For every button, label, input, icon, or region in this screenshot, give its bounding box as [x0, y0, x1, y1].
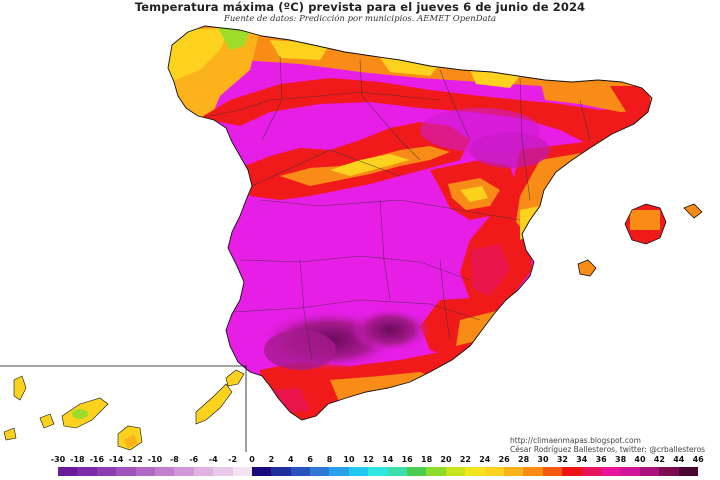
legend-tick-label: 36	[595, 455, 607, 464]
legend-tick-label: 46	[692, 455, 704, 464]
legend-tick-label: 34	[576, 455, 588, 464]
canary-islands-inset-map	[0, 365, 247, 452]
legend-swatch	[407, 467, 427, 476]
legend-tick-label: -2	[228, 455, 238, 464]
legend-swatch	[368, 467, 388, 476]
legend-tick-label: -10	[147, 455, 163, 464]
legend-swatch	[562, 467, 582, 476]
legend-tick-label: -4	[208, 455, 218, 464]
legend-swatch	[154, 467, 175, 476]
legend-tick-label: -6	[189, 455, 199, 464]
legend-swatch	[465, 467, 485, 476]
legend-tick-label: 28	[518, 455, 530, 464]
legend-swatch	[96, 467, 117, 476]
legend-swatch	[193, 467, 214, 476]
legend-tick-label: 24	[479, 455, 491, 464]
legend-swatch	[600, 467, 621, 476]
legend-tick-label: 10	[343, 455, 355, 464]
legend-tick-label: 20	[440, 455, 452, 464]
legend-tick-label: 2	[268, 455, 275, 464]
legend-swatch	[445, 467, 466, 476]
balearic-islands-map	[578, 204, 702, 276]
legend-tick-label: -14	[108, 455, 124, 464]
legend-tick-label: 14	[382, 455, 394, 464]
legend-swatch	[116, 467, 136, 476]
map-title: Temperatura máxima (ºC) prevista para el…	[134, 0, 586, 14]
legend-swatch	[213, 467, 233, 476]
legend-tick-label: 16	[401, 455, 413, 464]
map-source: Fuente de datos: Predicción por municipi…	[223, 14, 497, 24]
legend-tick-label: 32	[556, 455, 568, 464]
legend-swatch	[523, 467, 543, 476]
legend-swatch	[77, 467, 97, 476]
legend-tick-label: 12	[362, 455, 374, 464]
legend-tick-label: 18	[421, 455, 433, 464]
credits-author: César Rodríguez Ballesteros, twitter: @c…	[510, 445, 706, 454]
legend-colorbar	[58, 467, 698, 476]
legend-swatch	[678, 467, 698, 476]
legend-swatch	[426, 467, 446, 476]
legend-tick-label: -16	[89, 455, 105, 464]
legend-swatch	[271, 467, 291, 476]
temperature-map	[0, 25, 703, 452]
legend-tick-label: 42	[653, 455, 665, 464]
legend-swatch	[135, 467, 155, 476]
legend-tick-label: 38	[615, 455, 627, 464]
legend-swatch	[639, 467, 660, 476]
legend-tick-label: -30	[50, 455, 66, 464]
legend-swatch	[251, 467, 272, 476]
credits-url: http://climaenmapas.blogspot.com	[510, 436, 641, 445]
legend-tick-label: 6	[307, 455, 313, 464]
legend-tick-label: 30	[537, 455, 549, 464]
legend-swatch	[581, 467, 601, 476]
legend-swatch	[484, 467, 504, 476]
legend-tick-label: 8	[326, 455, 333, 464]
legend-tick-label: 4	[288, 455, 294, 464]
legend-tick-label: 26	[498, 455, 510, 464]
legend-swatch	[542, 467, 563, 476]
credits: http://climaenmapas.blogspot.com César R…	[510, 436, 720, 454]
legend-tick-label: 0	[249, 455, 255, 464]
legend-swatch	[232, 467, 252, 476]
legend-swatch	[387, 467, 408, 476]
legend-swatch	[329, 467, 349, 476]
legend-swatch	[58, 467, 78, 476]
legend-tick-label: 44	[673, 455, 685, 464]
legend-tick-label: 22	[459, 455, 471, 464]
color-legend: -30 -18 -16 -14 -12 -10 -8 -6 -4 -2 0 2 4 6 8 10 12 14 16 1…	[0, 455, 720, 480]
legend-swatch	[310, 467, 330, 476]
legend-tick-label: -12	[128, 455, 143, 464]
legend-swatch	[503, 467, 524, 476]
spain-peninsula-map	[168, 26, 652, 420]
legend-swatch	[348, 467, 369, 476]
legend-swatch	[174, 467, 194, 476]
legend-swatch	[290, 467, 311, 476]
legend-tick-label: -8	[169, 455, 179, 464]
legend-tick-label: 40	[634, 455, 646, 464]
legend-swatch	[659, 467, 679, 476]
legend-swatch	[620, 467, 640, 476]
legend-tick-label: -18	[70, 455, 85, 464]
